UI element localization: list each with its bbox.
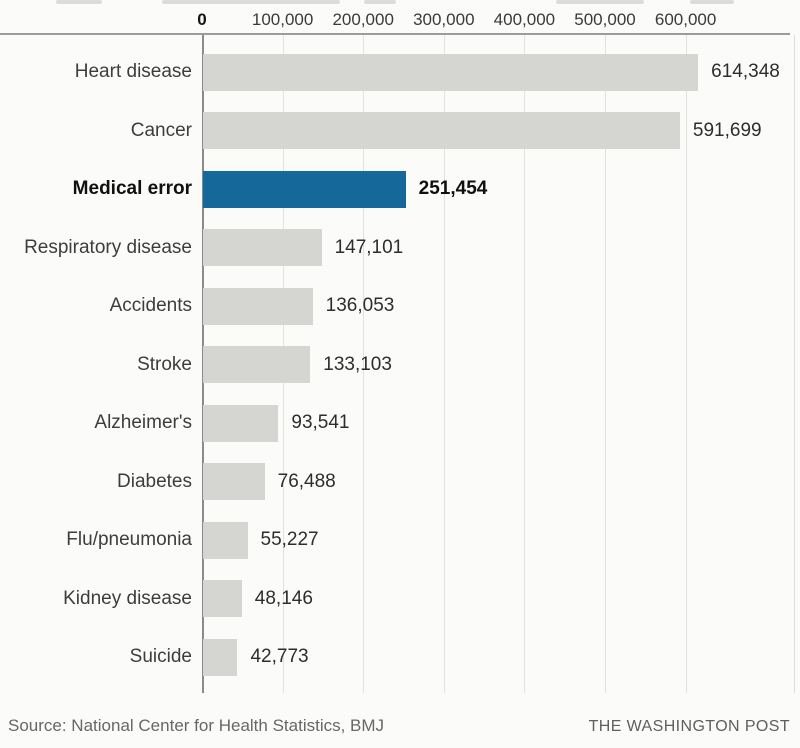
- axis-tick-label: 600,000: [654, 10, 717, 29]
- value-label: 55,227: [260, 529, 319, 550]
- gridline: [605, 35, 606, 693]
- bar: [203, 287, 313, 325]
- axis-tick-label: 400,000: [493, 10, 556, 29]
- value-label: 76,488: [277, 470, 336, 492]
- value-label: 48,146: [254, 587, 313, 609]
- category-label: Heart disease: [74, 61, 192, 82]
- bar: [203, 346, 311, 383]
- bar: [203, 112, 680, 149]
- value-label: 93,541: [291, 412, 350, 433]
- value-label: 147,101: [334, 236, 404, 258]
- bar: [203, 638, 238, 676]
- gridline: [443, 35, 445, 693]
- bar: [203, 53, 699, 91]
- axis-tick-label: 0: [197, 10, 207, 29]
- cropped-title-artifact: [56, 0, 102, 4]
- category-label: Diabetes: [117, 470, 192, 492]
- bar: [203, 404, 279, 442]
- value-label: 614,348: [711, 61, 780, 82]
- category-label: Flu/pneumonia: [66, 529, 192, 550]
- axis-tick-label: 200,000: [332, 10, 394, 29]
- value-label: 42,773: [250, 646, 309, 667]
- value-label: 136,053: [325, 295, 395, 316]
- category-label: Kidney disease: [63, 587, 192, 609]
- gridline: [363, 35, 365, 693]
- cropped-title-artifact: [556, 0, 644, 4]
- value-label: 251,454: [418, 178, 488, 199]
- cropped-title-artifact: [690, 0, 734, 4]
- category-label: Cancer: [130, 119, 192, 141]
- plot-right-border: [794, 35, 795, 693]
- value-label: 591,699: [692, 119, 762, 141]
- bar: [203, 229, 322, 266]
- axis-tick-label: 100,000: [251, 10, 314, 29]
- axis-tick-label: 300,000: [413, 10, 475, 29]
- bar: [203, 580, 242, 617]
- value-label: 133,103: [323, 353, 392, 375]
- gridline: [524, 35, 526, 693]
- cropped-title-artifact: [364, 0, 396, 4]
- axis-tick-label: 500,000: [574, 10, 636, 29]
- cropped-title-artifact: [162, 0, 340, 4]
- source-note: Source: National Center for Health Stati…: [8, 716, 385, 735]
- category-label: Respiratory disease: [24, 236, 192, 258]
- gridline: [685, 35, 687, 693]
- bar: [203, 521, 248, 559]
- category-label: Medical error: [72, 178, 192, 199]
- category-label: Alzheimer's: [94, 412, 192, 433]
- publisher-credit: THE WASHINGTON POST: [588, 718, 790, 735]
- bar: [203, 463, 265, 500]
- axis-line: [0, 33, 790, 35]
- category-label: Suicide: [129, 646, 192, 667]
- bar: [203, 170, 406, 208]
- category-label: Stroke: [137, 353, 192, 375]
- category-label: Accidents: [109, 295, 192, 316]
